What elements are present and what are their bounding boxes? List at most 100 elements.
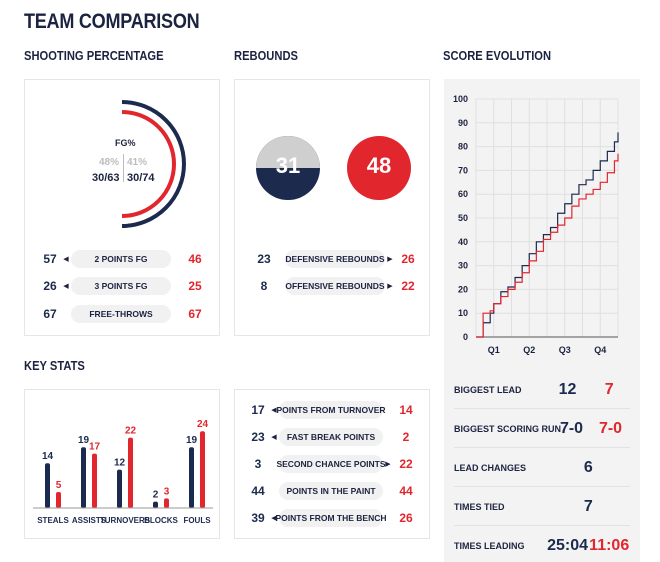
score-evolution-chart: 0 10 20 30 40 50 60 70 80 90 100 Q1 Q2 Q3 Q4: [453, 94, 619, 355]
stat-row-turnover: 17 ◀ POINTS FROM TURNOVER 14: [247, 400, 419, 420]
summary-label: BIGGEST LEAD: [454, 384, 522, 395]
bar-label-team2: 5: [56, 480, 62, 491]
stat-label: SECOND CHANCE POINTS: [276, 455, 386, 473]
stat-left: 8: [260, 279, 268, 293]
team1-rebounds-total: 31: [275, 153, 301, 178]
stat-right: 2: [402, 430, 410, 444]
stat-label: POINTS FROM TURNOVER: [276, 401, 386, 419]
team2-rebounds-total: 48: [366, 153, 392, 178]
summary-row-times-leading: TIMES LEADING 25:04 11:06: [454, 527, 630, 562]
page-title: TEAM COMPARISON: [24, 10, 200, 33]
bar-label-team1: 14: [42, 451, 54, 462]
arrow-right-icon: ▶: [387, 283, 393, 290]
stat-label: 3 POINTS FG: [71, 277, 171, 295]
team2-fg-pct: 41%: [127, 157, 148, 168]
stat-label: POINTS FROM THE BENCH: [276, 509, 387, 527]
bar-team2: [56, 492, 61, 508]
rebounds-heading: REBOUNDS: [234, 48, 298, 63]
stat-right: 14: [399, 403, 413, 417]
bar-label-team2: 3: [164, 486, 170, 497]
y-tick-label: 50: [458, 213, 468, 223]
y-tick-label: 90: [458, 118, 468, 128]
y-tick-label: 20: [458, 284, 468, 294]
team2-rebounds-circle: [347, 136, 411, 200]
stat-label: OFFENSIVE REBOUNDS: [285, 277, 385, 295]
stat-row-fast-break: 23 ◀ FAST BREAK POINTS 2: [247, 427, 419, 447]
stat-right: 67: [188, 307, 202, 321]
bar-team1: [153, 501, 158, 508]
fg-arc-team2: [121, 110, 176, 218]
bar-team1: [45, 463, 50, 508]
x-tick-label: Q3: [559, 345, 571, 355]
stat-row-bench: 39 ◀ POINTS FROM THE BENCH 26: [247, 508, 419, 528]
bar-label-team1: 19: [186, 435, 198, 446]
category-label: STEALS: [37, 516, 69, 525]
stat-right: 26: [401, 252, 415, 266]
arrow-left-icon: ◀: [271, 407, 277, 414]
stat-right: 25: [188, 279, 202, 293]
fg-divider: [123, 154, 124, 182]
points-panel: 17 ◀ POINTS FROM TURNOVER 14 23 ◀ FAST B…: [234, 389, 430, 539]
y-tick-label: 30: [458, 261, 468, 271]
stat-left: 17: [251, 403, 265, 417]
bar-label-team2: 24: [197, 419, 209, 430]
bar-team2: [92, 453, 97, 508]
team2-fg-made: 30/74: [127, 172, 155, 184]
stat-left: 23: [257, 252, 271, 266]
stat-label: FREE-THROWS: [71, 305, 171, 323]
fg-arc-team1: [121, 100, 186, 228]
summary-row-lead-changes: LEAD CHANGES 6: [454, 449, 630, 487]
y-tick-label: 70: [458, 165, 468, 175]
category-label: BLOCKS: [144, 516, 178, 525]
stat-label: FAST BREAK POINTS: [279, 428, 383, 446]
summary-left: 7-0: [559, 419, 584, 437]
bar-team1: [189, 447, 194, 508]
stat-label: POINTS IN THE PAINT: [279, 482, 383, 500]
shooting-panel: FG% 48% 41% 30/63 30/74 57 ◀ 2 POINTS FG…: [24, 79, 220, 336]
team1-rebounds-circle: [256, 136, 320, 200]
arrow-left-icon: ◀: [63, 256, 69, 263]
stat-row-defensive: 23 DEFENSIVE REBOUNDS ▶ 26: [253, 249, 421, 269]
stat-left: 26: [43, 279, 57, 293]
summary-right: 7: [604, 380, 614, 398]
x-tick-label: Q2: [523, 345, 535, 355]
arrow-right-icon: ▶: [387, 256, 393, 263]
bar-team2: [164, 498, 169, 508]
stat-row-3pt: 26 ◀ 3 POINTS FG 25: [39, 276, 209, 296]
stat-left: 67: [43, 307, 57, 321]
score-evolution-panel: 0 10 20 30 40 50 60 70 80 90 100 Q1 Q2 Q3 Q4 BIGGEST L…: [444, 79, 640, 562]
summary-right: 11:06: [589, 537, 630, 554]
stat-left: 39: [251, 511, 265, 525]
rebounds-panel: 31 48 23 DEFENSIVE REBOUNDS ▶ 26 8 OFFEN…: [234, 79, 430, 336]
series-line-team2: [476, 153, 619, 338]
summary-value: 6: [583, 458, 593, 476]
stat-label: 2 POINTS FG: [71, 250, 171, 268]
arrow-left-icon: ◀: [271, 434, 277, 441]
stat-left: 3: [254, 457, 262, 471]
summary-label: TIMES TIED: [454, 501, 505, 512]
summary-left: 12: [558, 380, 577, 398]
stat-right: 26: [399, 511, 413, 525]
y-tick-label: 40: [458, 237, 468, 247]
stat-left: 44: [251, 484, 265, 498]
stat-row-second-chance: 3 SECOND CHANCE POINTS ▶ 22: [247, 454, 419, 474]
stat-right: 22: [399, 457, 413, 471]
summary-row-times-tied: TIMES TIED 7: [454, 488, 630, 526]
y-tick-label: 0: [463, 332, 468, 342]
stat-row-ft: 67 FREE-THROWS 67: [39, 304, 209, 324]
key-stats-panel: 14 5 STEALS 19 17 ASSISTS 12 22 TURNOVERS 2 3 BLOCK…: [24, 389, 220, 539]
summary-value: 7: [583, 497, 593, 515]
stat-right: 22: [401, 279, 415, 293]
fg-arcs: [121, 100, 186, 228]
category-label: ASSISTS: [72, 516, 107, 525]
stat-label: DEFENSIVE REBOUNDS: [285, 250, 385, 268]
stat-left: 57: [43, 252, 57, 266]
team1-fg-made: 30/63: [92, 172, 120, 184]
category-label: FOULS: [183, 516, 211, 525]
bar-label-team2: 17: [89, 442, 101, 453]
summary-label: BIGGEST SCORING RUN: [454, 423, 562, 434]
stat-right: 46: [188, 252, 202, 266]
bar-team2: [128, 437, 133, 508]
fg-label: FG%: [115, 138, 136, 148]
arrow-right-icon: ▶: [385, 461, 391, 468]
